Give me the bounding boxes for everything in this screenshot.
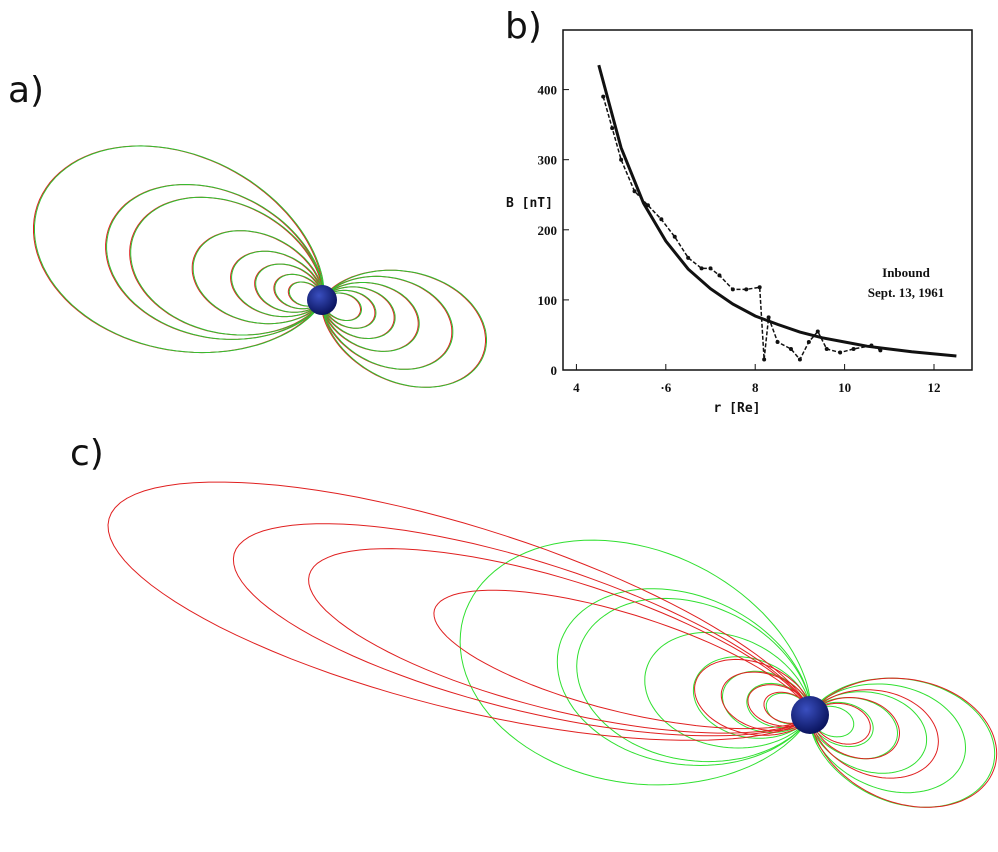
x-axis-label: r [Re] [714, 401, 761, 416]
data-point [659, 217, 664, 222]
field-line [231, 250, 324, 318]
data-line [597, 64, 957, 358]
data-point [878, 348, 883, 353]
data-line [602, 96, 881, 361]
plot: 4 ·6 8 10 12 0 100 200 300 400 [538, 64, 957, 395]
field-line [322, 275, 454, 370]
field-line [255, 263, 324, 313]
data-point [717, 273, 722, 278]
data-point [766, 315, 771, 320]
field-line [308, 548, 811, 734]
data-point [686, 255, 691, 260]
data-point [744, 287, 749, 292]
field-line [644, 631, 811, 749]
data-point [601, 94, 606, 99]
data-point [708, 266, 713, 271]
plot-frame [562, 29, 973, 371]
earth [791, 696, 829, 734]
field-line [34, 145, 325, 354]
field-line [576, 597, 811, 763]
earth [307, 285, 337, 315]
field-line [232, 523, 811, 737]
field-line [811, 677, 998, 808]
field-line [322, 282, 420, 352]
data-point [824, 346, 829, 351]
panel-label: c) [70, 433, 104, 474]
data-point [838, 350, 843, 355]
data-point [730, 287, 735, 292]
data-point [619, 157, 624, 162]
field-line [694, 658, 813, 736]
y-tick-label: 100 [538, 293, 558, 308]
field-line [720, 671, 813, 732]
field-line [106, 183, 325, 340]
y-tick-label: 200 [538, 223, 558, 238]
data-point [672, 234, 677, 239]
field-line [33, 145, 324, 354]
data-point [851, 346, 856, 351]
y-tick-label: 0 [551, 363, 558, 378]
field-line [107, 481, 811, 741]
data-point [815, 329, 820, 334]
x-tick-label: 4 [573, 380, 580, 395]
y-tick-label: 400 [538, 83, 558, 98]
data-point [806, 339, 811, 344]
annotation: Sept. 13, 1961 [868, 285, 945, 300]
data-point [645, 203, 650, 208]
annotation: Inbound [882, 265, 930, 280]
field-line [556, 588, 812, 767]
field-line [459, 539, 812, 786]
field-line [322, 269, 487, 388]
field-line [811, 689, 939, 779]
field-line [130, 196, 325, 336]
field-line [811, 696, 901, 760]
data-point [757, 285, 762, 290]
data-point [762, 357, 767, 362]
y-axis-label: B [nT] [506, 196, 553, 211]
field-line [809, 677, 996, 808]
x-tick-label: 8 [752, 380, 759, 395]
x-tick-label: 10 [838, 380, 851, 395]
data-point [869, 343, 874, 348]
data-point [610, 126, 615, 131]
data-point [632, 189, 637, 194]
x-tick-label: 12 [928, 380, 941, 395]
field-line [192, 230, 324, 325]
data-point [775, 339, 780, 344]
data-point [699, 266, 704, 271]
field-lines-a [33, 145, 487, 388]
y-tick-label: 300 [538, 153, 558, 168]
panel-label: a) [8, 70, 44, 111]
x-tick-label: ·6 [660, 380, 671, 395]
panel-label: b) [505, 6, 542, 47]
data-point [788, 346, 793, 351]
field-line [322, 286, 396, 339]
data-point [797, 357, 802, 362]
field-lines-c [107, 481, 998, 808]
